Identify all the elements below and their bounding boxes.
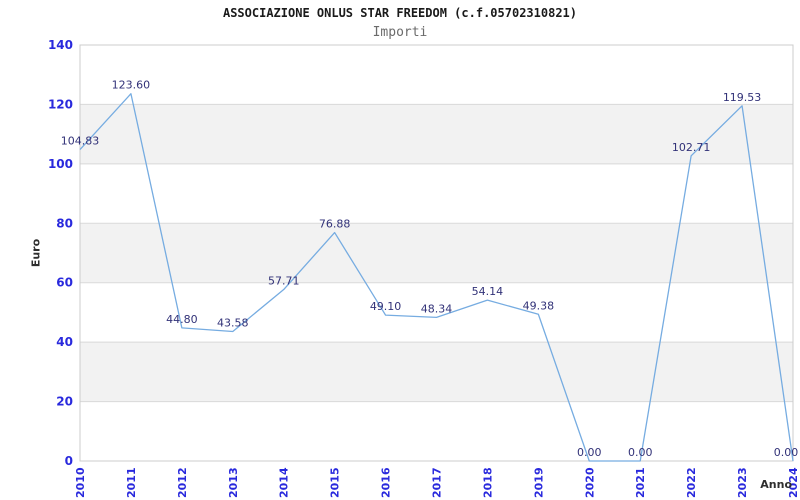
plot-band (80, 104, 793, 164)
plot-band (80, 223, 793, 283)
data-point-label: 119.53 (723, 91, 762, 104)
x-tick-label: 2016 (380, 467, 393, 498)
data-point-label: 54.14 (472, 285, 504, 298)
y-tick-label: 120 (48, 97, 73, 111)
x-tick-label: 2015 (329, 467, 342, 498)
series-line (79, 93, 794, 462)
chart-title: ASSOCIAZIONE ONLUS STAR FREEDOM (c.f.057… (222, 6, 577, 20)
x-tick-label: 2018 (481, 467, 494, 498)
x-tick-label: 2021 (634, 467, 647, 498)
data-point-label: 0.00 (628, 446, 653, 459)
x-tick-label: 2022 (685, 467, 698, 498)
y-axis-title: Euro (29, 238, 43, 268)
data-point-label: 0.00 (774, 446, 799, 459)
data-point-label: 102.71 (672, 141, 711, 154)
x-tick-label: 2019 (532, 467, 545, 498)
x-tick-label: 2014 (278, 467, 291, 498)
y-tick-label: 40 (56, 335, 73, 349)
y-tick-label: 80 (56, 216, 73, 230)
data-point-label: 123.60 (112, 79, 151, 92)
x-tick-label: 2010 (74, 467, 87, 498)
x-tick-label: 2011 (125, 467, 138, 498)
x-tick-label: 2023 (736, 467, 749, 498)
y-tick-label: 140 (48, 38, 73, 52)
plot-band (80, 342, 793, 402)
y-tick-label: 20 (56, 395, 73, 409)
data-point-label: 49.10 (370, 300, 402, 313)
x-tick-label: 2017 (431, 467, 444, 498)
x-tick-label: 2024 (787, 467, 800, 498)
data-point-label: 76.88 (319, 218, 351, 231)
data-point-label: 43.58 (217, 317, 249, 330)
y-tick-label: 100 (48, 157, 73, 171)
x-tick-label: 2012 (176, 467, 189, 498)
data-point-label: 48.34 (421, 302, 453, 315)
data-point-label: 57.71 (268, 275, 300, 288)
data-point-label: 0.00 (577, 446, 602, 459)
x-axis-title: Anno (760, 478, 792, 491)
data-point-label: 44.80 (166, 313, 198, 326)
data-point-label: 49.38 (523, 299, 555, 312)
y-tick-label: 60 (56, 276, 73, 290)
data-point-label: 104.83 (61, 135, 100, 148)
plot-border (79, 44, 794, 462)
y-tick-label: 0 (65, 454, 73, 468)
x-tick-label: 2020 (583, 467, 596, 498)
x-tick-label: 2013 (227, 467, 240, 498)
chart-subtitle: Importi (372, 25, 428, 40)
